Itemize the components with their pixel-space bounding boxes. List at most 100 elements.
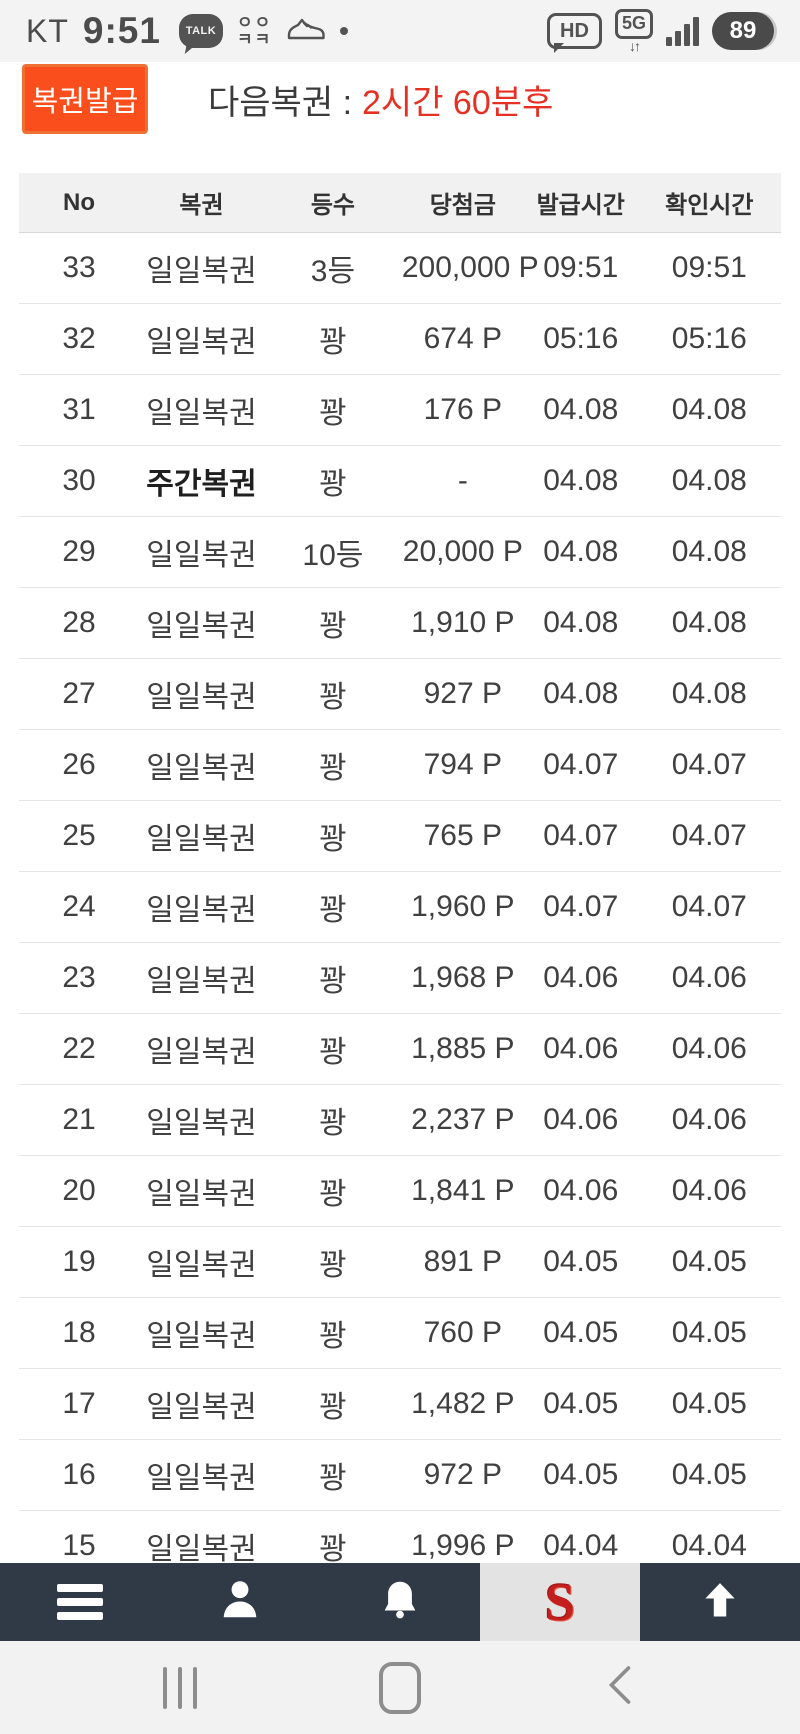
profile-button[interactable]: [160, 1563, 320, 1641]
cell-no: 21: [62, 1103, 96, 1136]
cell-prize: 200,000 P: [401, 251, 539, 284]
cell-issued: 04.05: [543, 1245, 619, 1278]
s-app-button[interactable]: S: [480, 1563, 640, 1641]
menu-button[interactable]: [0, 1563, 160, 1641]
android-nav-bar: [0, 1641, 800, 1734]
cell-no: 22: [62, 1032, 96, 1065]
cell-prize: 20,000 P: [402, 535, 523, 568]
next-lottery-countdown: 다음복권 : 2시간 60분후: [208, 64, 553, 134]
signal-strength-icon: [666, 16, 699, 46]
cell-rank: 꽝: [319, 397, 347, 430]
cell-no: 19: [62, 1245, 96, 1278]
cell-checked: 04.08: [671, 606, 747, 639]
hd-voice-icon: HD: [546, 13, 602, 53]
table-row: 25 일일복권 꽝 765 P 04.07 04.07: [19, 801, 781, 872]
cell-prize: 176 P: [423, 393, 503, 426]
cell-lottery: 일일복권: [146, 610, 257, 643]
cell-no: 16: [62, 1458, 96, 1491]
cell-issued: 04.08: [543, 464, 619, 497]
cell-rank: 꽝: [319, 1533, 347, 1566]
table-row: 21 일일복권 꽝 2,237 P 04.06 04.06: [19, 1085, 781, 1156]
cell-prize: 765 P: [423, 819, 503, 852]
cell-checked: 04.07: [671, 819, 747, 852]
cell-checked: 04.05: [671, 1458, 747, 1491]
cell-issued: 04.08: [543, 393, 619, 426]
cell-lottery: 일일복권: [146, 397, 257, 430]
table-row: 31 일일복권 꽝 176 P 04.08 04.08: [19, 375, 781, 446]
profile-icon: [217, 1577, 263, 1628]
recents-icon: [163, 1666, 197, 1709]
cell-no: 30: [62, 464, 96, 497]
s-logo: S: [544, 1572, 576, 1632]
kakaotalk-notification-icon: TALK: [178, 14, 223, 48]
cell-prize: 1,482 P: [411, 1387, 515, 1420]
table-row: 23 일일복권 꽝 1,968 P 04.06 04.06: [19, 943, 781, 1014]
cell-no: 26: [62, 748, 96, 781]
cell-rank: 꽝: [319, 610, 347, 643]
issue-lottery-button[interactable]: 복권발급: [22, 64, 148, 134]
column-header: 복권: [179, 192, 224, 219]
cell-checked: 04.05: [671, 1245, 747, 1278]
cell-checked: 04.04: [671, 1529, 747, 1562]
cell-rank: 10등: [302, 539, 364, 572]
cell-prize: 760 P: [423, 1316, 503, 1349]
table-row: 29 일일복권 10등 20,000 P 04.08 04.08: [19, 517, 781, 588]
column-header: 확인시간: [665, 192, 754, 219]
cell-no: 31: [62, 393, 96, 426]
cell-lottery: 일일복권: [146, 965, 257, 998]
cell-no: 15: [62, 1529, 96, 1562]
cell-prize: 794 P: [423, 748, 503, 781]
cell-checked: 09:51: [671, 251, 747, 284]
cell-checked: 04.06: [671, 961, 747, 994]
column-header: No: [63, 188, 95, 216]
table-row: 24 일일복권 꽝 1,960 P 04.07 04.07: [19, 872, 781, 943]
cell-checked: 04.08: [671, 393, 747, 426]
back-button[interactable]: [560, 1641, 680, 1734]
cell-no: 23: [62, 961, 96, 994]
home-button[interactable]: [340, 1641, 460, 1734]
table-row: 33 일일복권 3등 200,000 P 09:51 09:51: [19, 233, 781, 304]
home-icon: [379, 1661, 421, 1714]
table-row: 19 일일복권 꽝 891 P 04.05 04.05: [19, 1227, 781, 1298]
next-lottery-time: 2시간 60분후: [362, 83, 554, 122]
cell-issued: 04.04: [543, 1529, 619, 1562]
cell-rank: 꽝: [319, 1036, 347, 1069]
menu-icon: [57, 1584, 103, 1620]
cell-rank: 꽝: [319, 965, 347, 998]
scroll-to-top-button[interactable]: [640, 1563, 800, 1641]
table-row: 32 일일복권 꽝 674 P 05:16 05:16: [19, 304, 781, 375]
cell-issued: 04.06: [543, 961, 619, 994]
column-header: 발급시간: [536, 192, 625, 219]
cell-lottery: 일일복권: [146, 1533, 257, 1566]
cell-prize: 972 P: [423, 1458, 503, 1491]
cell-lottery: 일일복권: [146, 752, 257, 785]
notification-dot-icon: [340, 27, 349, 35]
cell-prize: 674 P: [423, 322, 503, 355]
cell-checked: 04.07: [671, 890, 747, 923]
cell-lottery: 일일복권: [146, 255, 257, 288]
recents-button[interactable]: [120, 1641, 240, 1734]
notifications-button[interactable]: [320, 1563, 480, 1641]
cell-prize: 1,996 P: [411, 1529, 515, 1562]
cell-checked: 04.08: [671, 677, 747, 710]
cell-issued: 04.05: [543, 1316, 619, 1349]
battery-indicator: 89: [712, 12, 774, 50]
app-notification-icon: ㅇㅇ ㅋㅋ: [236, 13, 273, 49]
table-row: 17 일일복권 꽝 1,482 P 04.05 04.05: [19, 1369, 781, 1440]
arrow-up-icon: [698, 1578, 742, 1627]
cell-rank: 3등: [310, 255, 356, 288]
bottom-nav-bar: S: [0, 1563, 800, 1641]
cell-rank: 꽝: [319, 1462, 347, 1495]
cell-issued: 04.05: [543, 1387, 619, 1420]
cell-prize: 1,960 P: [411, 890, 515, 923]
cell-issued: 09:51: [543, 251, 619, 284]
cell-issued: 04.07: [543, 819, 619, 852]
cell-lottery: 일일복권: [146, 1107, 257, 1140]
column-header: 등수: [310, 192, 355, 219]
carrier-label: KT: [26, 12, 69, 49]
cell-lottery: 일일복권: [146, 1249, 257, 1282]
cell-issued: 04.06: [543, 1174, 619, 1207]
cell-issued: 04.07: [543, 748, 619, 781]
cell-prize: 1,910 P: [411, 606, 515, 639]
table-row: 20 일일복권 꽝 1,841 P 04.06 04.06: [19, 1156, 781, 1227]
